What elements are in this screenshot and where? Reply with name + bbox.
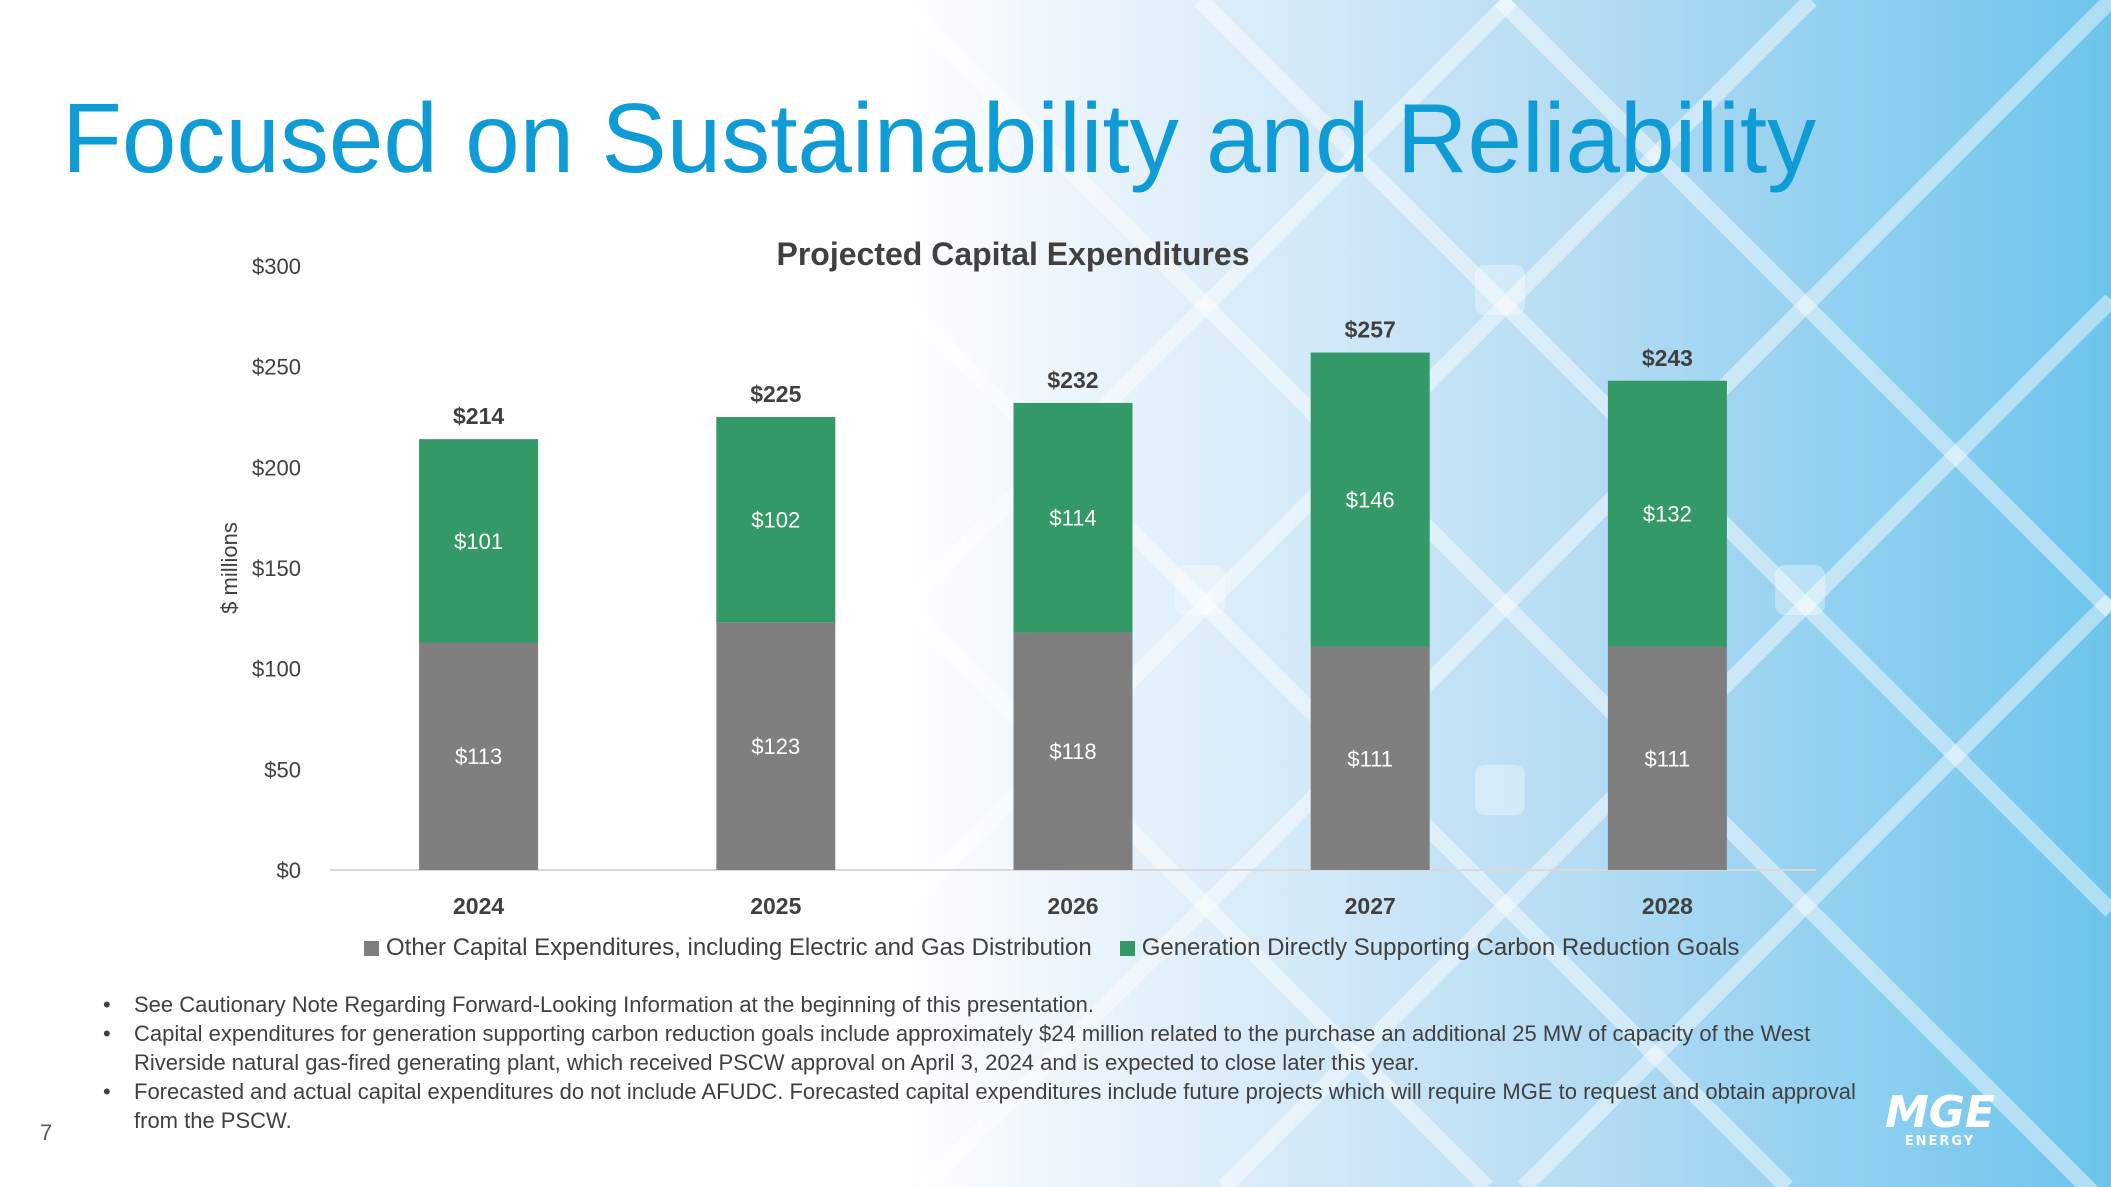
bar-total-label: $225: [750, 381, 801, 407]
legend-item-other-capex: Other Capital Expenditures, including El…: [364, 934, 1092, 962]
footnote-item: Forecasted and actual capital expenditur…: [103, 1077, 1863, 1135]
bar-value-label: $146: [1346, 488, 1395, 513]
bar-total-label: $243: [1642, 345, 1693, 371]
bar-generation: [1310, 352, 1430, 647]
footnote-item: Capital expenditures for generation supp…: [103, 1019, 1863, 1077]
chart-legend: Other Capital Expenditures, including El…: [364, 934, 1767, 962]
bar-total-label: $214: [453, 403, 504, 429]
y-tick-label: $200: [252, 455, 301, 480]
bar-generation: [716, 417, 836, 623]
bar-value-label: $101: [454, 529, 503, 554]
svg-text:MGE: MGE: [1885, 1087, 1995, 1138]
legend-item-generation: Generation Directly Supporting Carbon Re…: [1119, 934, 1740, 962]
mge-energy-logo: MGE ENERGY: [1885, 1087, 1995, 1149]
bar-value-label: $111: [1347, 746, 1393, 771]
legend-label-other-capex: Other Capital Expenditures, including El…: [386, 934, 1092, 961]
bar-total-label: $232: [1047, 367, 1098, 393]
bar-value-label: $132: [1643, 502, 1692, 527]
slide-title: Focused on Sustainability and Reliabilit…: [62, 83, 1817, 193]
y-axis-label: $ millions: [217, 522, 242, 614]
x-tick-label: 2028: [1642, 893, 1693, 919]
bar-generation: [419, 439, 539, 643]
bar-value-label: $113: [455, 744, 502, 769]
footnotes-list: See Cautionary Note Regarding Forward-Lo…: [103, 990, 1863, 1135]
legend-label-generation: Generation Directly Supporting Carbon Re…: [1141, 934, 1740, 961]
bar-value-label: $102: [751, 508, 800, 533]
svg-text:ENERGY: ENERGY: [1905, 1134, 1975, 1149]
x-tick-label: 2027: [1345, 893, 1396, 919]
bar-other-capex: [419, 642, 539, 870]
legend-swatch-generation: [1119, 940, 1135, 956]
page-number: 7: [40, 1120, 53, 1145]
x-tick-label: 2026: [1047, 893, 1098, 919]
bar-total-label: $257: [1345, 317, 1396, 343]
y-tick-label: $50: [264, 757, 301, 782]
footnote-item: See Cautionary Note Regarding Forward-Lo…: [103, 990, 1863, 1019]
bar-generation: [1013, 402, 1133, 633]
y-tick-label: $100: [252, 657, 301, 682]
bar-value-label: $114: [1049, 506, 1096, 531]
bar-value-label: $111: [1645, 746, 1691, 771]
bar-generation: [1607, 380, 1727, 647]
bar-other-capex: [1607, 646, 1727, 870]
bar-other-capex: [1013, 632, 1133, 870]
bar-value-label: $123: [751, 734, 800, 759]
chart-title: Projected Capital Expenditures: [776, 236, 1249, 272]
legend-swatch-other-capex: [364, 940, 379, 956]
x-tick-label: 2024: [453, 893, 504, 919]
y-tick-label: $150: [252, 556, 301, 581]
bar-other-capex: [1310, 646, 1430, 870]
bar-other-capex: [716, 622, 836, 870]
x-tick-label: 2025: [750, 893, 801, 919]
y-tick-label: $300: [252, 254, 301, 279]
y-tick-label: $250: [252, 355, 301, 380]
bar-value-label: $118: [1049, 739, 1096, 764]
y-tick-label: $0: [277, 858, 301, 883]
